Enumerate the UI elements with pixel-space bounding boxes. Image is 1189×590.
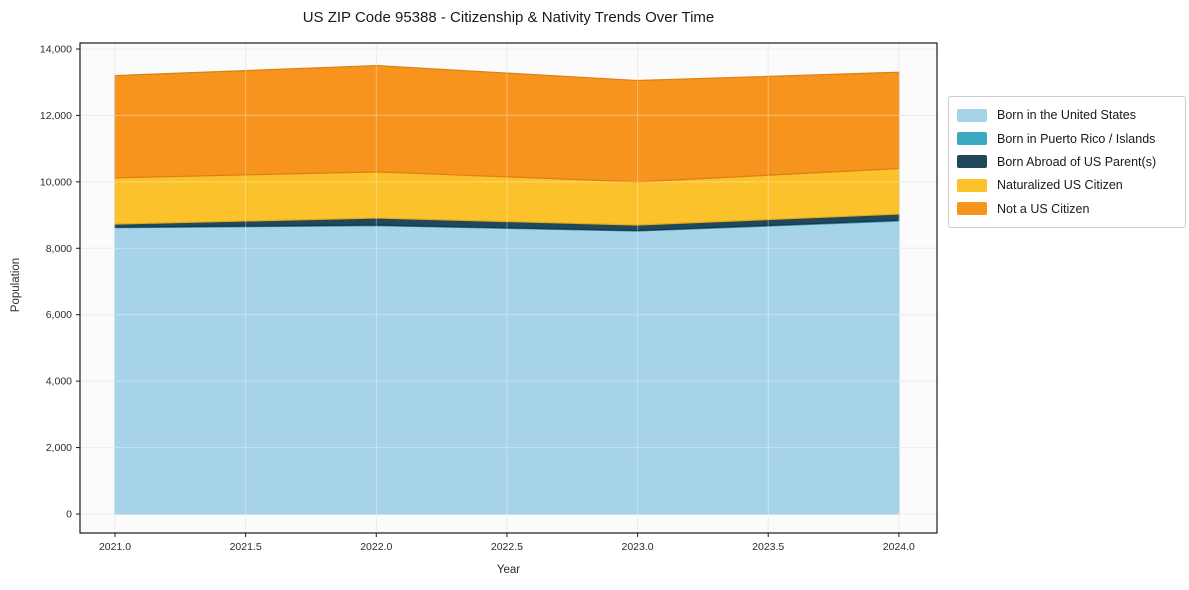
legend-label: Naturalized US Citizen xyxy=(997,178,1123,193)
legend-item: Naturalized US Citizen xyxy=(957,178,1177,192)
x-tick-label: 2022.5 xyxy=(491,541,523,553)
x-tick-label: 2023.5 xyxy=(752,541,784,553)
y-tick-label: 2,000 xyxy=(46,442,72,454)
legend-label: Born in Puerto Rico / Islands xyxy=(997,131,1156,146)
legend-swatch xyxy=(957,202,987,216)
y-axis-label: Population xyxy=(10,257,22,313)
x-tick-label: 2023.0 xyxy=(622,541,654,553)
legend-item: Born Abroad of US Parent(s) xyxy=(957,155,1177,169)
y-tick-label: 0 xyxy=(66,509,72,521)
legend-item: Born in the United States xyxy=(957,108,1177,122)
y-tick-label: 4,000 xyxy=(46,376,72,388)
x-axis-label: Year xyxy=(496,564,521,576)
area-series xyxy=(114,64,900,183)
x-tick-label: 2024.0 xyxy=(883,541,915,553)
chart-title: US ZIP Code 95388 - Citizenship & Nativi… xyxy=(302,9,715,26)
y-tick-label: 8,000 xyxy=(46,243,72,255)
legend: Born in the United States Born in Puerto … xyxy=(948,96,1186,228)
y-tick-label: 10,000 xyxy=(40,176,72,188)
plot-frame xyxy=(79,42,938,534)
legend-swatch xyxy=(957,132,987,146)
legend-label: Born Abroad of US Parent(s) xyxy=(997,154,1157,169)
y-tick-label: 6,000 xyxy=(46,309,72,321)
legend-swatch xyxy=(957,178,987,192)
legend-swatch xyxy=(957,108,987,122)
x-tick-label: 2021.0 xyxy=(99,541,131,553)
legend-swatch xyxy=(957,155,987,169)
legend-item: Not a US Citizen xyxy=(957,202,1177,216)
legend-item: Born in Puerto Rico / Islands xyxy=(957,132,1177,146)
legend-label: Born in the United States xyxy=(997,108,1136,123)
x-tick-label: 2021.5 xyxy=(230,541,262,553)
x-tick-label: 2022.0 xyxy=(360,541,392,553)
legend-label: Not a US Citizen xyxy=(997,201,1090,216)
y-tick-label: 14,000 xyxy=(40,43,72,55)
y-tick-label: 12,000 xyxy=(40,110,72,122)
